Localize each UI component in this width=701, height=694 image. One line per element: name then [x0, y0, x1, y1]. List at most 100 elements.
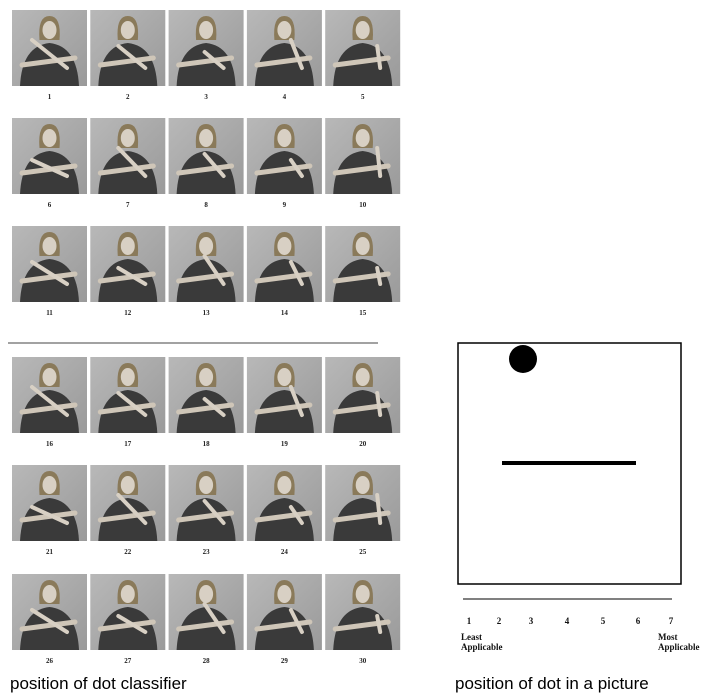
person-face [356, 129, 370, 147]
frame-number: 19 [281, 440, 289, 448]
person-face [121, 129, 135, 147]
photo [12, 357, 87, 433]
photo [12, 226, 87, 302]
photo [169, 574, 244, 650]
frame-number: 29 [281, 657, 289, 665]
photo [169, 226, 244, 302]
photo [169, 10, 244, 86]
photo [247, 226, 322, 302]
scale-point: 6 [636, 616, 641, 626]
photo [325, 118, 400, 194]
frame-number: 12 [124, 309, 132, 317]
photo [247, 465, 322, 541]
person-face [43, 237, 57, 255]
photo [12, 118, 87, 194]
dot [509, 345, 537, 373]
frame-number: 4 [283, 93, 287, 101]
photo [325, 574, 400, 650]
scale-point: 7 [669, 616, 674, 626]
person-face [121, 237, 135, 255]
person-face [199, 237, 213, 255]
person-face [199, 129, 213, 147]
frame-number: 11 [46, 309, 53, 317]
caption: position of dot in a picture [455, 674, 649, 693]
person-face [277, 129, 291, 147]
scale-point: 2 [497, 616, 502, 626]
person-face [43, 585, 57, 603]
frame-number: 18 [203, 440, 211, 448]
photo [169, 357, 244, 433]
photo [325, 226, 400, 302]
person-face [121, 476, 135, 494]
photo [90, 357, 165, 433]
photo [12, 465, 87, 541]
person-face [43, 368, 57, 386]
frame-number: 17 [124, 440, 132, 448]
photo [90, 10, 165, 86]
frame-number: 20 [359, 440, 367, 448]
person-face [43, 476, 57, 494]
person-face [277, 585, 291, 603]
frame-number: 6 [48, 201, 52, 209]
person-face [199, 476, 213, 494]
frame-number: 3 [204, 93, 208, 101]
photo [169, 118, 244, 194]
frame-number: 15 [359, 309, 367, 317]
frame-number: 25 [359, 548, 367, 556]
person-face [356, 368, 370, 386]
photo [12, 574, 87, 650]
low-label: Least [461, 632, 482, 642]
person-face [277, 237, 291, 255]
high-label: Applicable [658, 642, 700, 652]
frame-number: 21 [46, 548, 54, 556]
photo [325, 357, 400, 433]
person-face [121, 21, 135, 39]
frame-number: 1 [48, 93, 52, 101]
person-face [199, 585, 213, 603]
person-face [356, 585, 370, 603]
person-face [277, 21, 291, 39]
caption: position of dot classifier [10, 674, 187, 693]
frame-number: 14 [281, 309, 289, 317]
scale-point: 4 [565, 616, 570, 626]
photo [12, 10, 87, 86]
frame-number: 22 [124, 548, 132, 556]
photo [90, 226, 165, 302]
low-label: Applicable [461, 642, 503, 652]
frame-number: 16 [46, 440, 54, 448]
person-face [199, 368, 213, 386]
photo [247, 118, 322, 194]
person-face [199, 21, 213, 39]
frame-number: 30 [359, 657, 367, 665]
person-face [43, 129, 57, 147]
scale-point: 5 [601, 616, 606, 626]
person-face [121, 368, 135, 386]
person-face [121, 585, 135, 603]
photo [247, 357, 322, 433]
scale-point: 1 [467, 616, 472, 626]
frame-number: 23 [203, 548, 211, 556]
frame-number: 10 [359, 201, 367, 209]
photo [90, 465, 165, 541]
person-face [43, 21, 57, 39]
frame-number: 5 [361, 93, 365, 101]
photo [90, 574, 165, 650]
photo [90, 118, 165, 194]
person-face [277, 476, 291, 494]
frame-number: 2 [126, 93, 130, 101]
frame-number: 9 [283, 201, 287, 209]
frame-number: 24 [281, 548, 289, 556]
photo [325, 10, 400, 86]
frame-number: 27 [124, 657, 132, 665]
frame-number: 8 [204, 201, 208, 209]
person-face [277, 368, 291, 386]
high-label: Most [658, 632, 678, 642]
person-face [356, 476, 370, 494]
page: Least Applicable Most Applicable positio… [0, 0, 701, 694]
photo [169, 465, 244, 541]
person-face [356, 237, 370, 255]
person-face [356, 21, 370, 39]
frame-number: 26 [46, 657, 54, 665]
scale-point: 3 [529, 616, 534, 626]
photo [247, 574, 322, 650]
